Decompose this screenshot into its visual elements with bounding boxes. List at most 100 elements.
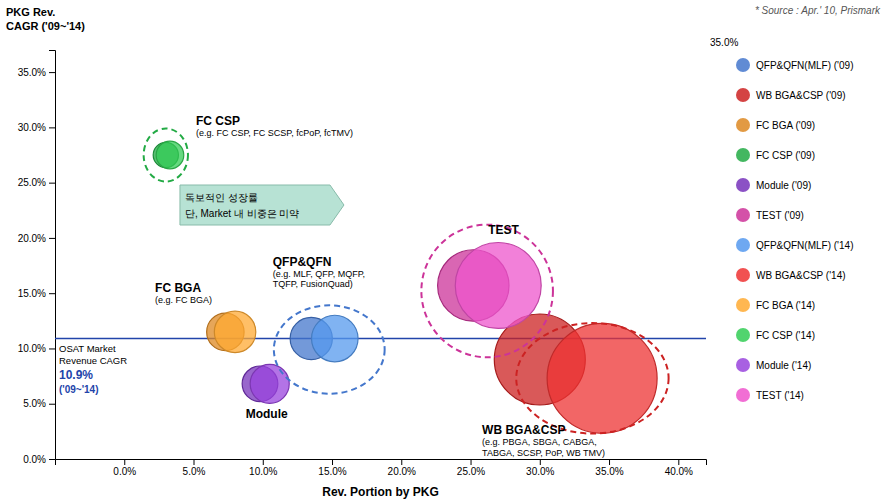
legend-marker — [736, 268, 750, 282]
y-axis-line — [49, 51, 56, 460]
x-tick-mark — [401, 459, 402, 465]
annotation-title: TEST — [488, 223, 519, 237]
highlight-ellipse — [144, 128, 188, 181]
x-tick-mark — [540, 459, 541, 465]
bubble — [455, 242, 541, 328]
y-tick: 15.0% — [18, 288, 55, 299]
reference-period: ('09~'14) — [59, 384, 99, 395]
legend-marker — [736, 148, 750, 162]
y-tick-label: 15.0% — [18, 288, 46, 299]
legend-item: WB BGA&CSP ('09) — [736, 88, 846, 102]
x-tick-mark — [124, 459, 125, 465]
reference-label: Revenue CAGR — [59, 355, 127, 366]
y-tick: 10.0% — [18, 343, 55, 354]
x-tick-label: 30.0% — [526, 466, 554, 477]
legend-label: FC BGA ('09) — [756, 120, 815, 131]
y-tick-label: 35.0% — [18, 67, 46, 78]
callout-text: 독보적인 성장률 — [185, 192, 258, 203]
legend-item: FC BGA ('14) — [736, 298, 815, 312]
legend-marker — [736, 358, 750, 372]
annotation-line: TQFP, FusionQuad) — [273, 279, 353, 289]
y-tick-mark — [49, 183, 55, 184]
y-tick-label: 5.0% — [23, 398, 46, 409]
annotation-title: FC BGA — [155, 281, 201, 295]
legend: QFP&QFN(MLF) ('09) WB BGA&CSP ('09) FC BGA… — [736, 58, 853, 402]
annotation-title: FC CSP — [196, 114, 240, 128]
x-axis-line — [56, 460, 707, 466]
y-tick-label: 20.0% — [18, 233, 46, 244]
reference-value-label: 10.9% — [59, 368, 93, 382]
legend-item: TEST ('14) — [736, 388, 804, 402]
y-axis-title: CAGR ('09~'14) — [6, 20, 85, 32]
legend-marker — [736, 388, 750, 402]
y-tick-mark — [49, 348, 55, 349]
y-tick-label: 0.0% — [23, 454, 46, 465]
chart: 0.0% 5.0% 10.0% 15.0% 20.0% 25.0% 30.0% 35.0% 40… — [0, 0, 886, 504]
x-tick-label: 20.0% — [388, 466, 416, 477]
y-top-label: 35.0% — [710, 37, 738, 48]
y-axis-title: PKG Rev. — [6, 6, 55, 18]
legend-item: FC CSP ('09) — [736, 148, 815, 162]
x-tick: 35.0% — [595, 459, 623, 477]
x-tick-label: 5.0% — [183, 466, 206, 477]
annotations: 독보적인 성장률단, Market 내 비중은 미약 FC CSP(e.g. FC… — [59, 114, 605, 458]
reference-label: OSAT Market — [59, 343, 116, 354]
legend-item: QFP&QFN(MLF) ('09) — [736, 58, 853, 72]
legend-label: TEST ('09) — [756, 210, 804, 221]
legend-label: TEST ('14) — [756, 390, 804, 401]
series — [250, 364, 289, 403]
x-tick-mark — [678, 459, 679, 465]
bubble — [312, 315, 359, 362]
legend-marker — [736, 88, 750, 102]
y-axis: 0.0% 5.0% 10.0% 15.0% 20.0% 25.0% 30.0% 35.0% — [18, 51, 56, 465]
plot-area: 0.0% 5.0% 10.0% 15.0% 20.0% 25.0% 30.0% 35.0% 40… — [18, 37, 739, 477]
series — [455, 242, 541, 328]
legend-label: WB BGA&CSP ('14) — [756, 270, 846, 281]
x-tick: 15.0% — [318, 459, 346, 477]
legend-marker — [736, 58, 750, 72]
series — [547, 323, 657, 433]
legend-marker — [736, 328, 750, 342]
series — [214, 311, 255, 352]
x-tick: 40.0% — [665, 459, 693, 477]
y-tick: 35.0% — [18, 67, 55, 78]
highlight-ellipse — [516, 323, 668, 434]
legend-marker — [736, 178, 750, 192]
annotation-title: WB BGA&CSP — [482, 423, 565, 437]
x-tick: 5.0% — [183, 459, 206, 477]
y-tick: 5.0% — [23, 398, 55, 409]
legend-label: Module ('14) — [756, 360, 811, 371]
y-tick-mark — [49, 72, 55, 73]
y-tick-label: 30.0% — [18, 122, 46, 133]
x-tick-mark — [332, 459, 333, 465]
legend-marker — [736, 298, 750, 312]
x-tick-label: 25.0% — [457, 466, 485, 477]
y-tick: 25.0% — [18, 177, 55, 188]
annotation-line: (e.g. FC CSP, FC SCSP, fcPoP, fcTMV) — [196, 128, 353, 138]
legend-marker — [736, 118, 750, 132]
marks — [55, 128, 706, 433]
annotation-line: TABGA, SCSP, PoP, WB TMV) — [482, 448, 605, 458]
legend-item: Module ('09) — [736, 178, 811, 192]
x-tick: 10.0% — [249, 459, 277, 477]
y-tick-mark — [49, 293, 55, 294]
callout-text: 단, Market 내 비중은 미약 — [185, 208, 299, 219]
x-tick-mark — [609, 459, 610, 465]
y-tick-mark — [49, 404, 55, 405]
annotation-title: Module — [246, 407, 288, 421]
y-tick-mark — [49, 459, 55, 460]
legend-item: WB BGA&CSP ('14) — [736, 268, 846, 282]
legend-item: QFP&QFN(MLF) ('14) — [736, 238, 853, 252]
x-tick-label: 0.0% — [113, 466, 136, 477]
source: * Source : Apr.' 10, Prismark — [755, 5, 881, 16]
x-tick: 0.0% — [113, 459, 136, 477]
legend-label: QFP&QFN(MLF) ('14) — [756, 240, 853, 251]
legend-item: TEST ('09) — [736, 208, 804, 222]
y-tick: 20.0% — [18, 233, 55, 244]
bubble — [156, 141, 184, 169]
x-tick: 30.0% — [526, 459, 554, 477]
x-tick-mark — [263, 459, 264, 465]
x-tick-label: 10.0% — [249, 466, 277, 477]
annotation-title: QFP&QFN — [273, 255, 332, 269]
annotation-line: (e.g. MLF, QFP, MQFP, — [273, 269, 365, 279]
